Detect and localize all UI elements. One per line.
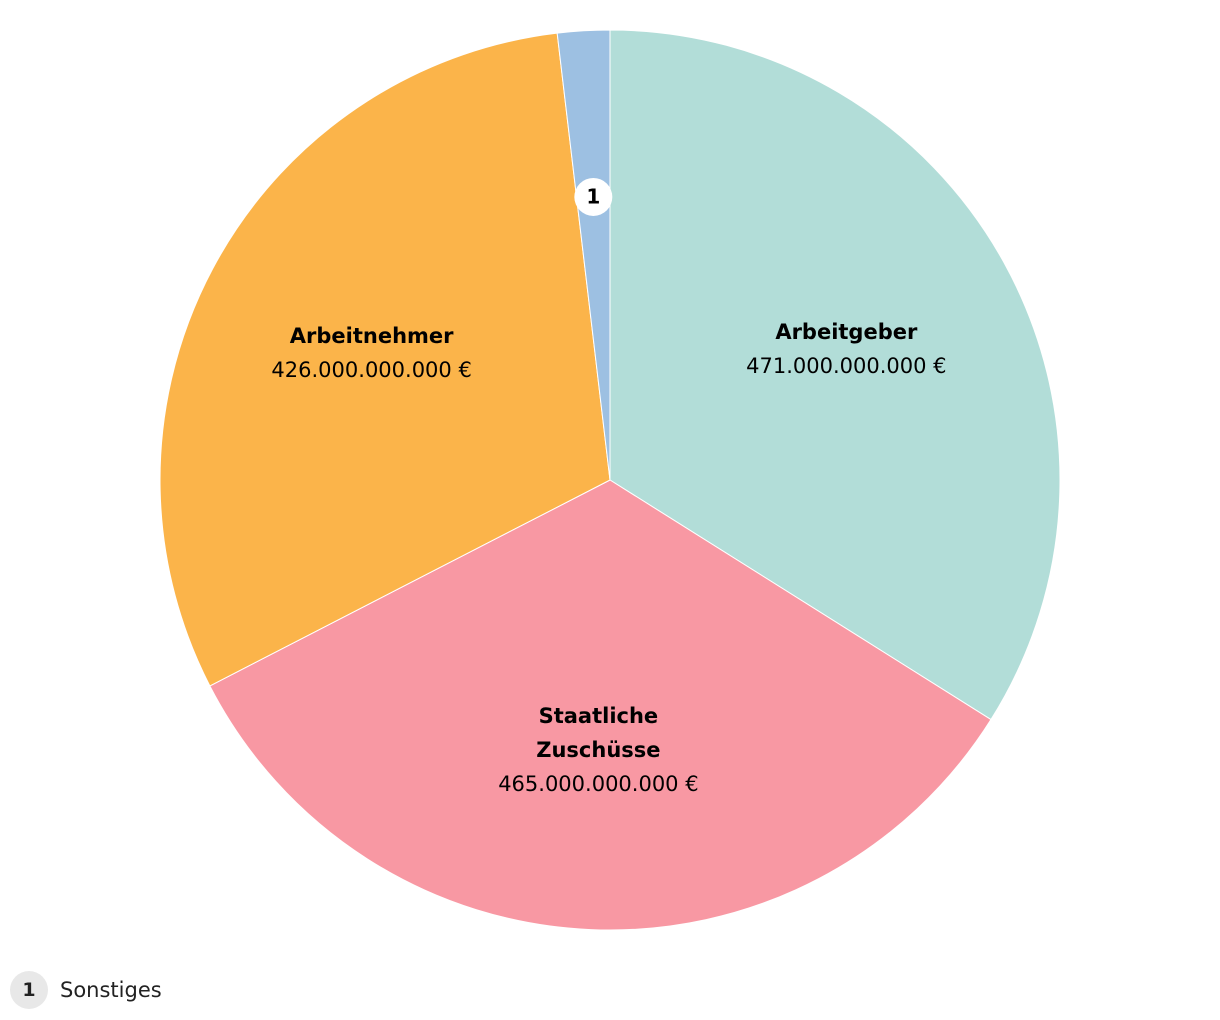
slice-value: 426.000.000.000 €: [271, 358, 472, 383]
pie-slice: [609, 29, 1061, 721]
slice-name: Arbeitnehmer: [289, 324, 454, 349]
footnote-marker: [574, 177, 613, 216]
footnote-number: 1: [586, 184, 600, 208]
pie-slice: [209, 479, 992, 931]
slice-value: 471.000.000.000 €: [746, 354, 947, 379]
slice-label: Arbeitnehmer 426.000.000.000 €: [271, 319, 471, 387]
legend-number: 1: [10, 971, 48, 1009]
slice-value: 465.000.000.000 €: [498, 771, 699, 796]
slice-name: Arbeitgeber: [775, 320, 918, 345]
slice-label: Staatliche Zuschüsse 465.000.000.000 €: [498, 699, 698, 801]
legend-item: 1 Sonstiges: [10, 971, 162, 1009]
pie-slice: [556, 29, 611, 481]
legend-label: Sonstiges: [60, 978, 162, 1002]
slice-name: Staatliche Zuschüsse: [536, 703, 661, 762]
slice-label: Arbeitgeber 471.000.000.000 €: [746, 315, 946, 383]
pie-slice: [159, 32, 611, 687]
